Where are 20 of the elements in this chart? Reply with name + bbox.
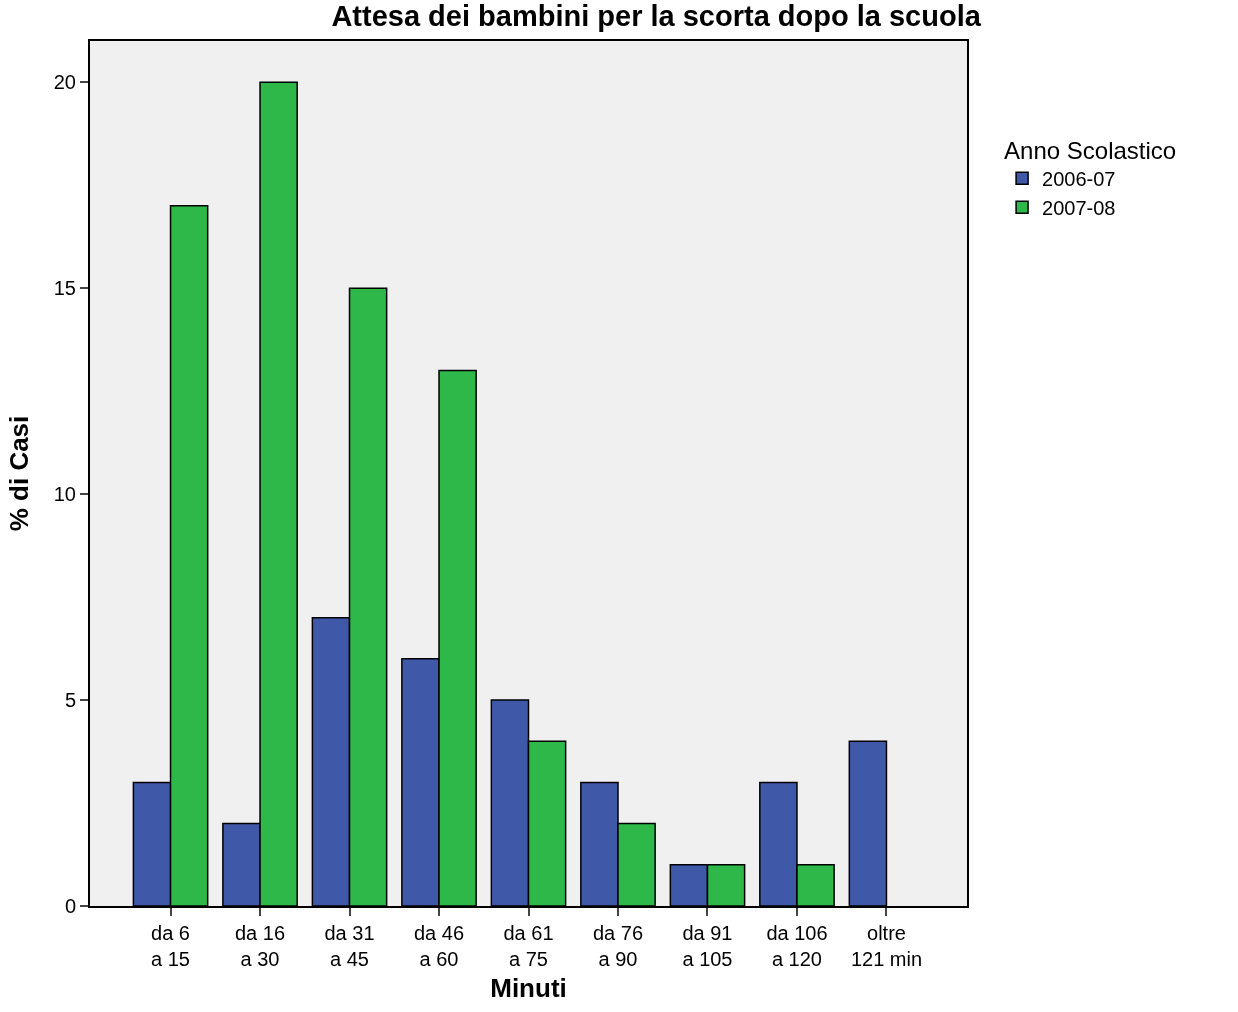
x-tick-label: da 61 a 75 bbox=[503, 922, 554, 970]
x-tick-label: da 91 a 105 bbox=[682, 922, 733, 970]
x-tick-label: da 46 a 60 bbox=[413, 922, 465, 970]
legend-label: 2006-07 bbox=[1042, 168, 1116, 190]
x-tick-label: da 106 a 120 bbox=[766, 922, 828, 970]
chart-title: Attesa dei bambini per la scorta dopo la scuola bbox=[331, 0, 982, 33]
x-tick-label: da 16 a 30 bbox=[235, 922, 286, 970]
x-tick-label: da 76 a 90 bbox=[592, 922, 644, 970]
x-tick-label: da 6 a 15 bbox=[151, 922, 191, 970]
y-tick-label: 20 bbox=[53, 71, 76, 94]
y-tick-label: 10 bbox=[53, 483, 76, 506]
legend-label: 2007-08 bbox=[1042, 197, 1116, 219]
y-axis-title: % di Casi bbox=[3, 415, 34, 532]
x-tick-label: oltre 121 min bbox=[850, 922, 923, 970]
x-axis-title: Minuti bbox=[490, 973, 567, 1004]
x-tick-label: da 31 a 45 bbox=[324, 922, 375, 970]
y-tick-label: 15 bbox=[53, 277, 76, 300]
y-tick-label: 0 bbox=[64, 895, 76, 917]
y-tick-label: 5 bbox=[64, 689, 76, 712]
legend-title: Anno Scolastico bbox=[1004, 136, 1177, 164]
